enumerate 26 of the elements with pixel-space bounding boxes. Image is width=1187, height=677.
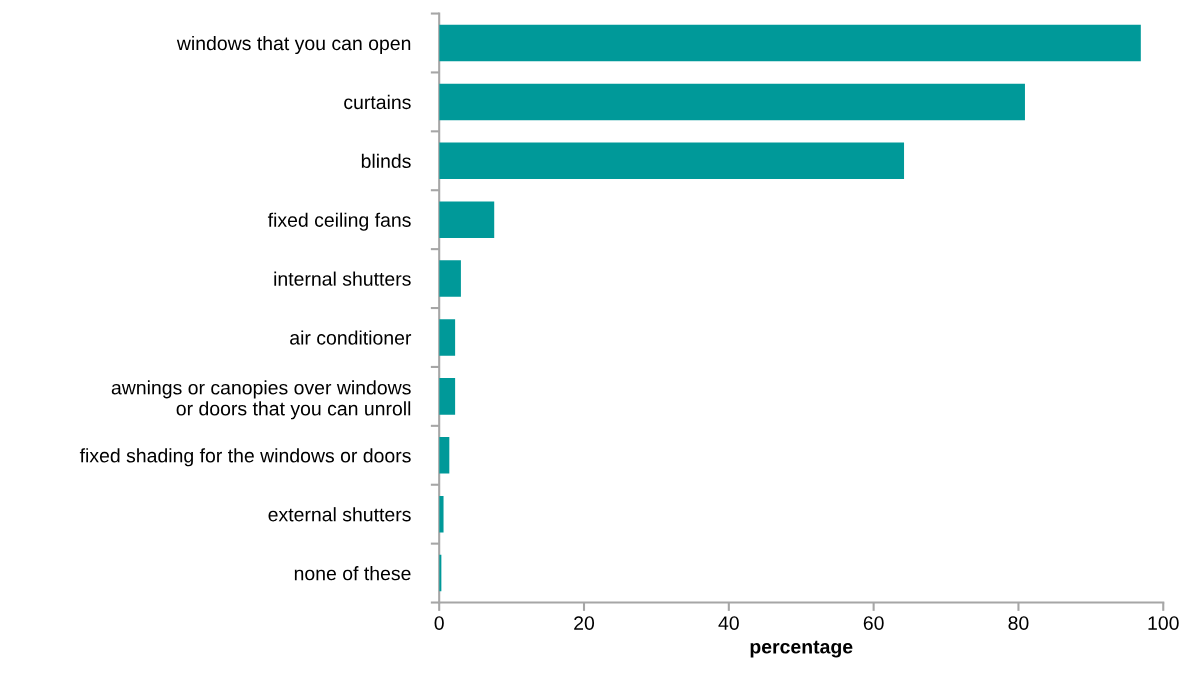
bar bbox=[439, 83, 1025, 121]
y-tick-label: fixed shading for the windows or doors bbox=[79, 448, 411, 467]
bar bbox=[439, 378, 456, 415]
y-tick-label: fixed ceiling fans bbox=[267, 212, 411, 231]
y-tick-label: internal shutters bbox=[274, 271, 411, 286]
bar bbox=[439, 260, 461, 297]
bar bbox=[439, 319, 456, 356]
x-tick-label: 40 bbox=[718, 616, 739, 631]
y-tick-label: windows that you can open bbox=[176, 35, 411, 55]
y-tick-label: none of these bbox=[294, 566, 411, 581]
x-tick-label: 80 bbox=[1008, 616, 1029, 631]
x-tick-label: 60 bbox=[863, 616, 884, 631]
x-tick-label: 100 bbox=[1148, 616, 1179, 631]
bar bbox=[439, 495, 444, 533]
y-tick-label: awnings or canopies over windows or doors that you can unroll bbox=[111, 380, 411, 420]
bar bbox=[439, 201, 495, 238]
y-tick-label: curtains bbox=[344, 94, 411, 110]
x-tick-label: 0 bbox=[434, 616, 444, 631]
x-axis-title: percentage bbox=[750, 640, 853, 658]
bar bbox=[439, 142, 905, 180]
bar bbox=[439, 24, 1141, 62]
bar bbox=[439, 437, 450, 474]
x-tick-label: 20 bbox=[574, 616, 595, 631]
y-tick-label: external shutters bbox=[268, 507, 411, 522]
y-tick-label: air conditioner bbox=[290, 330, 412, 345]
y-tick-label: blinds bbox=[361, 153, 411, 169]
